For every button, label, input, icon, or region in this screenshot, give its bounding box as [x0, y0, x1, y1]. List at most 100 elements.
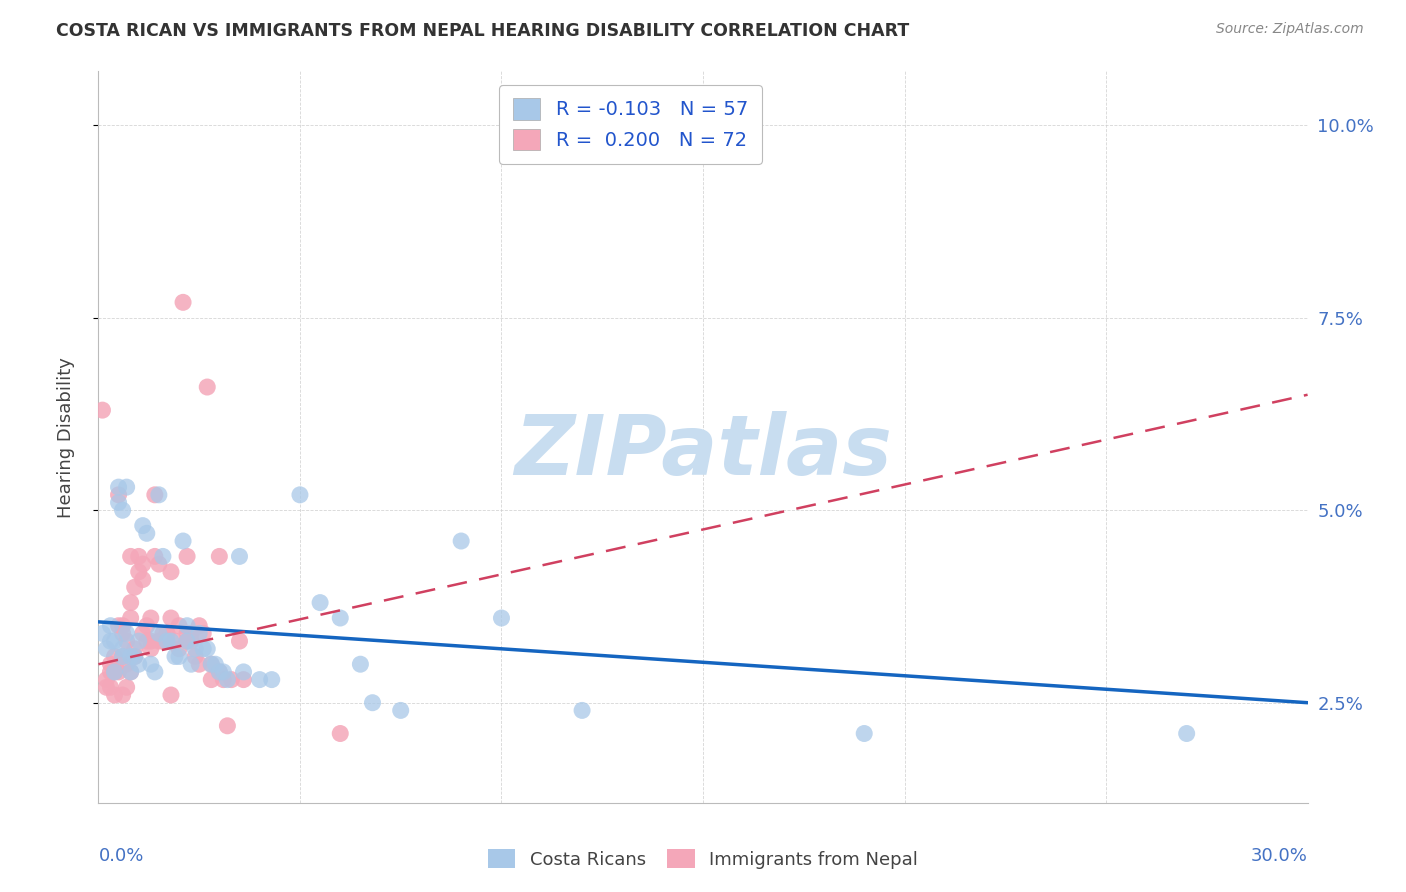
Point [103, 634, 125, 648]
Point [180, 634, 202, 648]
Point [184, 649, 207, 664]
Point [232, 665, 254, 679]
Point [329, 726, 352, 740]
Point [361, 696, 384, 710]
Point [135, 634, 157, 648]
Point [163, 634, 186, 648]
Point [188, 626, 211, 640]
Point [132, 573, 155, 587]
Point [204, 657, 226, 672]
Text: ZIPatlas: ZIPatlas [515, 411, 891, 492]
Point [167, 618, 190, 632]
Point [184, 641, 207, 656]
Point [249, 673, 271, 687]
Text: COSTA RICAN VS IMMIGRANTS FROM NEPAL HEARING DISABILITY CORRELATION CHART: COSTA RICAN VS IMMIGRANTS FROM NEPAL HEA… [56, 22, 910, 40]
Point [212, 673, 235, 687]
Point [111, 626, 134, 640]
Point [107, 488, 129, 502]
Point [176, 549, 198, 564]
Point [288, 488, 311, 502]
Point [188, 618, 211, 632]
Point [103, 688, 125, 702]
Point [96, 673, 118, 687]
Point [200, 673, 222, 687]
Point [208, 665, 231, 679]
Point [163, 649, 186, 664]
Point [139, 657, 162, 672]
Point [260, 673, 283, 687]
Point [143, 549, 166, 564]
Y-axis label: Hearing Disability: Hearing Disability [56, 357, 75, 517]
Point [221, 673, 243, 687]
Point [176, 618, 198, 632]
Point [156, 626, 179, 640]
Point [180, 657, 202, 672]
Point [120, 596, 142, 610]
Point [111, 688, 134, 702]
Point [148, 626, 170, 640]
Point [156, 626, 179, 640]
Point [217, 673, 239, 687]
Point [107, 495, 129, 509]
Point [389, 703, 412, 717]
Point [115, 480, 138, 494]
Point [115, 657, 138, 672]
Point [156, 634, 179, 648]
Point [111, 649, 134, 664]
Point [135, 618, 157, 632]
Point [172, 295, 194, 310]
Point [228, 634, 250, 648]
Point [143, 665, 166, 679]
Point [193, 626, 215, 640]
Point [100, 665, 122, 679]
Point [172, 534, 194, 549]
Text: 0.0%: 0.0% [98, 847, 143, 864]
Point [115, 626, 138, 640]
Point [132, 626, 155, 640]
Point [217, 719, 239, 733]
Point [128, 657, 150, 672]
Point [208, 549, 231, 564]
Point [111, 618, 134, 632]
Point [100, 618, 122, 632]
Point [853, 726, 876, 740]
Point [139, 641, 162, 656]
Point [120, 665, 142, 679]
Point [96, 681, 118, 695]
Point [143, 488, 166, 502]
Legend: Costa Ricans, Immigrants from Nepal: Costa Ricans, Immigrants from Nepal [481, 842, 925, 876]
Point [1175, 726, 1198, 740]
Point [228, 549, 250, 564]
Point [111, 641, 134, 656]
Point [132, 557, 155, 571]
Point [135, 526, 157, 541]
Point [232, 673, 254, 687]
Point [160, 688, 183, 702]
Point [329, 611, 352, 625]
Point [115, 681, 138, 695]
Point [107, 665, 129, 679]
Point [160, 611, 183, 625]
Point [100, 634, 122, 648]
Point [200, 657, 222, 672]
Point [107, 480, 129, 494]
Point [103, 665, 125, 679]
Point [148, 634, 170, 648]
Point [167, 649, 190, 664]
Point [152, 549, 174, 564]
Point [111, 649, 134, 664]
Point [128, 634, 150, 648]
Point [152, 626, 174, 640]
Point [139, 611, 162, 625]
Point [193, 641, 215, 656]
Point [176, 634, 198, 648]
Point [212, 665, 235, 679]
Point [160, 565, 183, 579]
Point [124, 649, 146, 664]
Point [167, 641, 190, 656]
Point [200, 657, 222, 672]
Legend: R = -0.103   N = 57, R =  0.200   N = 72: R = -0.103 N = 57, R = 0.200 N = 72 [499, 85, 762, 164]
Text: Source: ZipAtlas.com: Source: ZipAtlas.com [1216, 22, 1364, 37]
Point [491, 611, 513, 625]
Point [115, 634, 138, 648]
